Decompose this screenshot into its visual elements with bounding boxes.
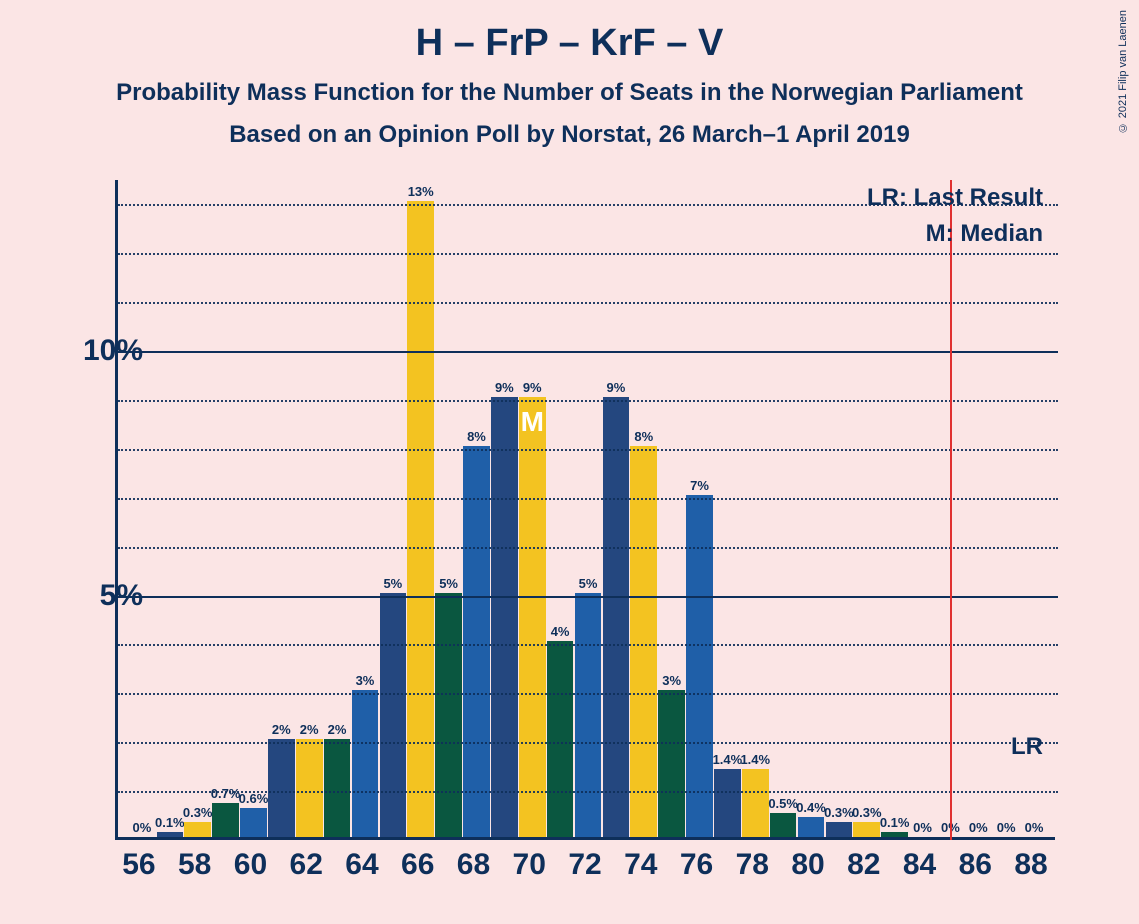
bar-value-label: 8% — [614, 429, 674, 444]
chart-subtitle-1: Probability Mass Function for the Number… — [0, 65, 1139, 107]
bar-value-label: 9% — [502, 380, 562, 395]
x-tick-label: 88 — [1014, 848, 1047, 882]
bar — [352, 690, 379, 837]
x-tick-label: 76 — [680, 848, 713, 882]
x-tick-label: 56 — [122, 848, 155, 882]
gridline-minor — [118, 400, 1058, 402]
bar — [240, 808, 267, 837]
x-tick-label: 70 — [513, 848, 546, 882]
gridline-minor — [118, 644, 1058, 646]
bar — [519, 397, 546, 837]
x-tick-label: 72 — [568, 848, 601, 882]
bar — [435, 593, 462, 837]
gridline-minor — [118, 693, 1058, 695]
bar-value-label: 1.4% — [725, 752, 785, 767]
x-tick-label: 60 — [234, 848, 267, 882]
x-tick-label: 78 — [736, 848, 769, 882]
bar — [296, 739, 323, 837]
bar — [575, 593, 602, 837]
lr-axis-label: LR — [1011, 733, 1043, 761]
bar — [547, 641, 574, 837]
bar — [603, 397, 630, 837]
gridline-major — [118, 596, 1058, 598]
x-tick-label: 82 — [847, 848, 880, 882]
legend-median: M: Median — [926, 220, 1043, 248]
bar — [770, 813, 797, 837]
x-tick-label: 74 — [624, 848, 657, 882]
x-tick-label: 80 — [791, 848, 824, 882]
bar — [157, 832, 184, 837]
bar — [268, 739, 295, 837]
y-tick-label: 5% — [100, 579, 143, 613]
bar — [798, 817, 825, 837]
gridline-minor — [118, 498, 1058, 500]
bar — [826, 822, 853, 837]
bar-value-label: 7% — [670, 478, 730, 493]
x-tick-label: 66 — [401, 848, 434, 882]
bar — [658, 690, 685, 837]
gridline-minor — [118, 547, 1058, 549]
gridline-minor — [118, 253, 1058, 255]
bar-value-label: 0% — [1004, 820, 1064, 835]
x-tick-label: 84 — [903, 848, 936, 882]
chart-area: 0%0.1%0.3%0.7%0.6%2%2%2%3%5%13%5%8%9%9%4… — [115, 180, 1095, 840]
x-tick-label: 68 — [457, 848, 490, 882]
bar-value-label: 9% — [586, 380, 646, 395]
bar — [324, 739, 351, 837]
gridline-minor — [118, 742, 1058, 744]
y-tick-label: 10% — [83, 334, 143, 368]
chart-title: H – FrP – KrF – V — [0, 0, 1139, 65]
bars-container: 0%0.1%0.3%0.7%0.6%2%2%2%3%5%13%5%8%9%9%4… — [118, 177, 1058, 837]
bar — [714, 769, 741, 837]
bar — [184, 822, 211, 837]
x-tick-label: 58 — [178, 848, 211, 882]
x-tick-label: 62 — [290, 848, 323, 882]
bar — [491, 397, 518, 837]
plot-region: 0%0.1%0.3%0.7%0.6%2%2%2%3%5%13%5%8%9%9%4… — [115, 180, 1055, 840]
gridline-minor — [118, 449, 1058, 451]
bar-value-label: 13% — [391, 184, 451, 199]
last-result-line — [950, 180, 952, 840]
bar — [463, 446, 490, 837]
x-tick-label: 64 — [345, 848, 378, 882]
gridline-major — [118, 351, 1058, 353]
x-tick-label: 86 — [959, 848, 992, 882]
gridline-minor — [118, 302, 1058, 304]
legend-last-result: LR: Last Result — [867, 184, 1043, 212]
bar — [212, 803, 239, 837]
copyright-text: © 2021 Filip van Laenen — [1117, 10, 1129, 133]
chart-subtitle-2: Based on an Opinion Poll by Norstat, 26 … — [0, 107, 1139, 149]
bar — [380, 593, 407, 837]
gridline-minor — [118, 791, 1058, 793]
bar — [630, 446, 657, 837]
median-marker: M — [521, 406, 544, 438]
